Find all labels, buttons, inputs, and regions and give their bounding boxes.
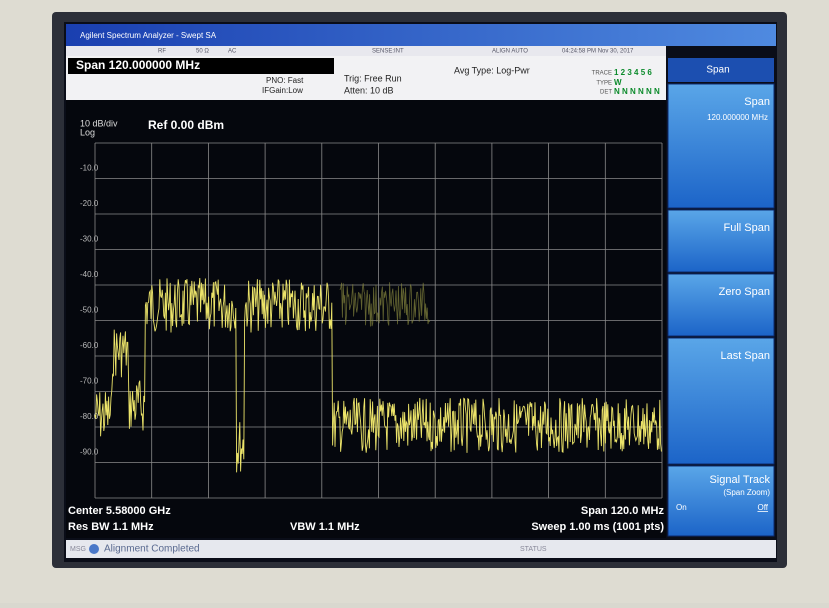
setting: Atten: 10 dB — [344, 85, 394, 95]
footer-text: VBW 1.1 MHz — [290, 521, 360, 533]
status: ALIGN AUTO — [492, 49, 528, 55]
setting: TYPE — [596, 81, 612, 87]
scale-type: Log — [80, 127, 95, 137]
softkey-label: Last Span — [720, 350, 770, 362]
softkey-label: Span — [744, 96, 770, 108]
softkey[interactable] — [668, 210, 774, 272]
setting: Avg Type: Log-Pwr — [454, 65, 530, 75]
setting: W — [614, 78, 622, 87]
y-axis-label: -60.0 — [80, 341, 99, 350]
setting: 1 2 3 4 5 6 — [614, 68, 652, 77]
softkey[interactable] — [668, 274, 774, 336]
footer-text: Span 120.0 MHz — [581, 505, 665, 517]
y-axis-label: -90.0 — [80, 448, 99, 457]
softkey-on: On — [676, 503, 687, 512]
status: 04:24:58 PM Nov 30, 2017 — [562, 49, 634, 55]
status-label: STATUS — [520, 546, 547, 553]
softkey-label: Signal Track — [709, 474, 770, 486]
softkey-label: Zero Span — [719, 286, 770, 298]
screen-photo: Agilent Spectrum Analyzer - Swept SA RF … — [0, 0, 829, 603]
softkey-header-text: Span — [706, 65, 729, 76]
y-axis-label: -30.0 — [80, 235, 99, 244]
status: 50 Ω — [196, 49, 209, 55]
softkey-value: 120.000000 MHz — [707, 113, 768, 122]
softkey-off: Off — [757, 503, 768, 512]
y-axis-label: -70.0 — [80, 377, 99, 386]
span-entry-text: Span 120.000000 MHz — [76, 58, 200, 72]
setting: TRACE — [592, 71, 612, 77]
setting: PNO: Fast — [266, 76, 304, 85]
status: RF — [158, 49, 166, 55]
y-axis-label: -40.0 — [80, 270, 99, 279]
y-axis-label: -50.0 — [80, 306, 99, 315]
status: SENSE:INT — [372, 49, 404, 55]
softkey-sub: (Span Zoom) — [723, 488, 770, 497]
softkey-panel: Span 120.000000 MHz Full Span Zero Span Last… — [668, 84, 774, 536]
setting: N N N N N N — [614, 87, 660, 96]
window-title: Agilent Spectrum Analyzer - Swept SA — [80, 31, 217, 40]
y-axis-label: -20.0 — [80, 199, 99, 208]
footer-text: Center 5.58000 GHz — [68, 505, 171, 517]
footer-text: Sweep 1.00 ms (1001 pts) — [531, 521, 664, 533]
footer-text: Res BW 1.1 MHz — [68, 521, 154, 533]
message-text: Alignment Completed — [104, 544, 200, 555]
setting: DET — [600, 90, 612, 96]
status: AC — [228, 49, 237, 55]
setting: Trig: Free Run — [344, 73, 402, 83]
message-icon — [89, 544, 99, 554]
message-label: MSG — [70, 546, 86, 553]
softkey-label: Full Span — [724, 222, 770, 234]
setting: IFGain:Low — [262, 86, 303, 95]
y-axis-label: -10.0 — [80, 164, 99, 173]
reference-level: Ref 0.00 dBm — [148, 118, 224, 132]
